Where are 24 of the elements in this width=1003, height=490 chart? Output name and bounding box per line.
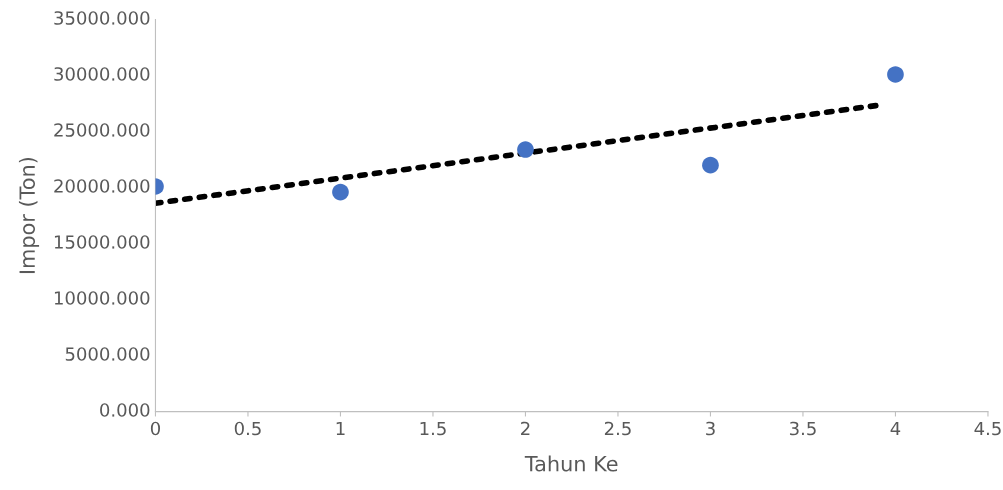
y-tick-label: 5000.000 xyxy=(65,347,150,361)
x-tick-label: 1.5 xyxy=(420,421,446,436)
x-tick-label: 3 xyxy=(706,421,715,436)
y-tick-label: 0.000 xyxy=(100,403,150,417)
y-tick-label: 30000.000 xyxy=(54,67,150,81)
y-tick-label: 20000.000 xyxy=(54,179,150,193)
x-tick-label: 1 xyxy=(336,421,345,436)
point xyxy=(332,183,349,201)
y-axis-title: Impor (Ton) xyxy=(18,157,40,274)
x-tick-label: 0 xyxy=(150,421,161,436)
x-tick-label: 0.5 xyxy=(234,421,261,436)
x-tick-label: 4 xyxy=(890,421,901,436)
y-tick-label: 10000.000 xyxy=(54,291,150,305)
y-tick-label: 35000.000 xyxy=(54,11,150,25)
x-axis-title: Tahun Ke xyxy=(524,455,618,472)
y-tick-label: 25000.000 xyxy=(54,123,150,137)
x-tick-label: 2.5 xyxy=(604,421,631,436)
x-tick-label: 4.5 xyxy=(974,421,1001,436)
point xyxy=(702,156,719,174)
point xyxy=(887,66,904,83)
x-tick-label: 3.5 xyxy=(789,421,816,436)
x-tick-label: 2 xyxy=(521,421,530,436)
point xyxy=(517,141,534,158)
y-tick-label: 15000.000 xyxy=(54,235,150,249)
